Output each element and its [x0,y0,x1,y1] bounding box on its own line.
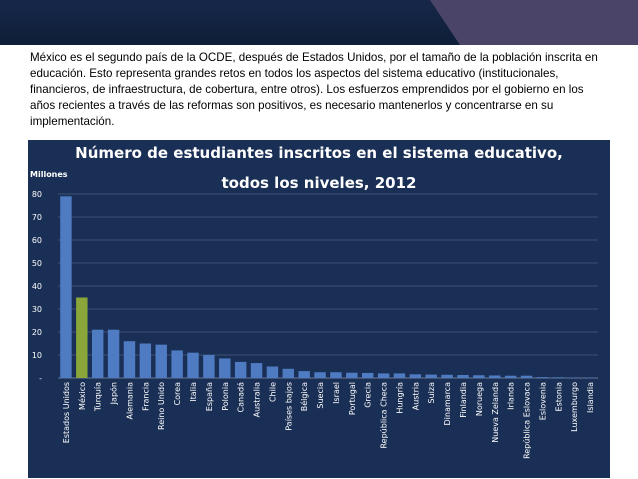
y-tick-label: 70 [32,213,42,222]
bar [298,371,310,378]
x-tick-label: Países bajos [284,382,293,431]
x-tick-label: Luxemburgo [570,382,579,432]
bar [520,375,533,378]
x-tick-label: España [205,382,214,411]
bar [76,297,88,378]
x-tick-label: México [77,382,87,410]
bar [171,350,183,378]
bar [91,329,104,378]
bar [107,329,120,378]
bar [139,343,152,378]
x-tick-label: Islandia [586,382,595,413]
x-tick-label: Chile [268,382,277,402]
bar [489,375,501,378]
x-tick-label: República Eslovaca [523,382,532,459]
y-tick-label: 50 [32,259,42,268]
y-tick-label: 20 [32,328,42,337]
y-tick-label: 40 [32,282,42,291]
x-tick-label: Turquía [94,382,103,412]
y-tick-label: - [39,374,42,383]
bar [250,363,263,378]
x-tick-label: República Checa [380,382,389,449]
corner-decoration [430,0,460,45]
chart-title-line1: Número de estudiantes inscritos en el si… [75,144,563,162]
x-tick-label: Estados Unidos [62,382,71,443]
bar [377,373,390,378]
x-tick-label: Francia [141,382,150,411]
bar [409,374,422,378]
x-tick-label: Irlanda [507,382,516,410]
x-tick-label: Eslovenia [538,382,547,420]
bar [314,372,326,378]
x-tick-label: Finlandia [459,382,468,418]
x-tick-label: Bélgica [299,382,309,411]
y-tick-label: 10 [32,351,42,360]
corner-decoration-fill [460,0,638,45]
y-tick-label: 30 [32,305,42,314]
x-tick-label: Israel [332,382,341,404]
x-tick-label: Australia [253,382,262,417]
x-tick-label: Japón [109,382,119,405]
bar [60,196,72,378]
x-tick-label: Dinamarca [443,382,452,426]
bar [203,355,215,378]
bar [266,366,279,378]
bar [457,375,469,378]
bar [552,377,565,378]
x-tick-label: Canadá [237,382,246,413]
x-tick-label: Italia [189,382,198,402]
x-tick-label: Austria [411,382,420,410]
bar [123,341,136,378]
x-tick-label: Noruega [475,382,484,416]
bar [425,374,437,378]
intro-paragraph: México es el segundo país de la OCDE, de… [30,51,598,128]
x-tick-label: Suiza [427,382,436,404]
bar [330,372,342,378]
x-tick-label: Suecia [316,382,325,409]
x-tick-label: Polonia [221,382,230,411]
bar [187,352,199,378]
bar [536,377,549,378]
bar-chart: - 10 20 30 40 50 60 70 80 Estados Unidos México Tur… [32,190,598,459]
bar [393,373,406,378]
y-tick-label: 80 [32,190,42,199]
bar [155,344,167,378]
bar [361,372,374,378]
y-axis-label: Millones [30,170,68,179]
x-tick-label: Portugal [348,382,357,415]
x-tick-label: Alemania [125,382,134,420]
x-tick-label: Grecia [364,382,373,408]
bar [346,372,358,378]
x-tick-label: Reino Unido [157,382,166,430]
bar [282,368,295,378]
bar [441,374,453,378]
x-tick-label: Hungría [395,382,404,414]
x-tick-label: Estonia [554,382,563,412]
bar [473,375,485,378]
bar [219,358,231,378]
bar [234,361,247,378]
x-tick-label: Nueva Zelanda [491,382,500,443]
x-tick-label: Corea [173,382,182,406]
bar [504,375,517,378]
chart-title-line2: todos los niveles, 2012 [221,174,417,192]
y-tick-label: 60 [32,236,42,245]
